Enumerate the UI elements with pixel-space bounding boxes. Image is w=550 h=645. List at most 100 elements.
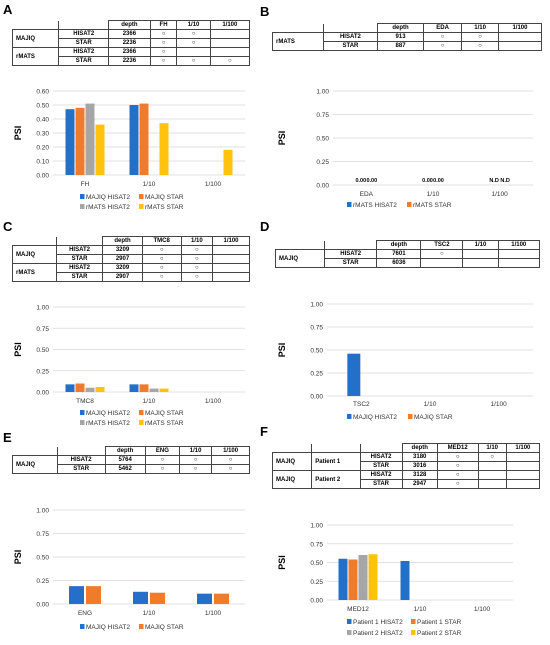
table-corner — [12, 236, 57, 246]
legend-entry: MAJIQ HISAT2 — [86, 194, 130, 201]
table-d: depth TSC2 1/10 1/100 MAJIQ HISAT2 7601 ○ STAR 60… — [275, 240, 541, 268]
table-depth-cell: 5764 — [104, 455, 146, 465]
x-tick-label: 1/10 — [424, 401, 437, 408]
table-depth-cell: 3209 — [102, 245, 143, 255]
table-mark-cell: ○ — [436, 470, 479, 480]
bar — [348, 559, 358, 600]
table-aligner-cell: STAR — [58, 56, 110, 66]
table-aligner-cell: HISAT2 — [322, 32, 379, 42]
bar — [149, 388, 159, 392]
x-tick-label: EDA — [360, 191, 374, 198]
legend-entry: MAJIQ HISAT2 — [86, 410, 130, 417]
table-aligner-cell: HISAT2 — [56, 455, 106, 465]
table-header-cell: 1/10 — [179, 446, 213, 456]
table-aligner-cell: STAR — [359, 461, 403, 471]
legend-entry: Patient 1 HISAT2 — [353, 619, 403, 626]
table-corner — [311, 443, 361, 453]
y-tick-label: 0.00 — [316, 183, 329, 190]
table-corner — [272, 23, 324, 33]
table-depth-cell: 3016 — [401, 461, 438, 471]
y-tick-label: 0.50 — [316, 136, 329, 143]
table-mark-cell — [212, 254, 250, 264]
table-mark-cell — [505, 470, 541, 480]
bar — [400, 561, 410, 600]
x-tick-label: 1/100 — [205, 610, 222, 617]
y-tick-label: 0.50 — [36, 103, 49, 110]
y-tick-label: 0.50 — [36, 347, 49, 354]
y-tick-label: 0.00 — [36, 173, 49, 180]
table-aligner-cell: STAR — [55, 254, 104, 264]
table-mark-cell: ○ — [149, 47, 178, 57]
table-header-cell: depth — [401, 443, 438, 453]
table-mark-cell — [505, 461, 541, 471]
y-tick-label: 0.50 — [310, 560, 323, 567]
table-header-cell: depth — [376, 240, 422, 250]
chart-d: 0.00 0.25 0.50 0.75 1.00 PSI TSC2 1/10 1/100 MAJI… — [277, 302, 533, 421]
table-aligner-cell: STAR — [56, 464, 106, 474]
y-tick-label: 0.00 — [36, 602, 49, 609]
table-row: MAJIQ Patient 2 HISAT2 3128 ○ — [271, 470, 541, 489]
table-patient-cell: Patient 2 — [311, 470, 361, 489]
table-c: depth TMC8 1/10 1/100 MAJIQ HISAT2 3209 ○ ○ STAR 2… — [12, 236, 250, 282]
table-mark-cell: ○ — [180, 263, 214, 273]
x-tick-label: 1/10 — [414, 606, 427, 613]
table-depth-cell: 887 — [377, 41, 424, 51]
x-tick-label: 1/10 — [143, 610, 156, 617]
table-group-cell: rMATS — [272, 32, 324, 51]
legend-entry: rMATS HISAT2 — [353, 202, 397, 209]
y-tick-label: 0.40 — [36, 117, 49, 124]
table-header-cell: 1/100 — [211, 446, 250, 456]
table-depth-cell: 7601 — [376, 249, 422, 259]
table-mark-cell: ○ — [179, 464, 213, 474]
y-axis-label: PSI — [277, 343, 287, 358]
legend-swatch — [139, 204, 144, 209]
table-mark-cell: ○ — [461, 32, 499, 42]
bar — [139, 103, 149, 175]
bar — [214, 593, 229, 604]
table-row: MAJIQ HISAT2 2366 ○ ○ — [11, 29, 251, 48]
table-header-cell: 1/100 — [209, 20, 251, 30]
table-row: STAR 5462 ○ ○ ○ — [13, 464, 250, 474]
x-tick-label: 1/100 — [492, 191, 509, 198]
table-mark-cell: ○ — [180, 254, 214, 264]
legend-swatch — [347, 414, 352, 419]
chart-f: 0.00 0.25 0.50 0.75 1.00 PSI MED12 1/10 1/100 Pat… — [277, 523, 513, 637]
y-tick-label: 0.00 — [36, 390, 49, 397]
table-mark-cell: ○ — [141, 263, 182, 273]
data-label: 0.00 — [355, 178, 366, 184]
table-row: rMATS HISAT2 3209 ○ ○ — [12, 263, 250, 282]
x-tick-label: 1/100 — [491, 401, 508, 408]
table-mark-cell — [477, 479, 507, 489]
x-tick-label: 1/10 — [427, 191, 440, 198]
x-tick-label: TSC2 — [353, 401, 370, 408]
table-aligner-cell: STAR — [55, 272, 104, 282]
table-aligner-cell: HISAT2 — [55, 245, 104, 255]
legend-entry: rMATS STAR — [413, 202, 452, 209]
table-mark-cell: ○ — [436, 452, 479, 462]
table-group-cell: MAJIQ — [11, 29, 60, 48]
table-mark-cell — [505, 452, 541, 462]
table-group-cell: MAJIQ — [271, 470, 313, 489]
table-row: STAR 2236 ○ ○ — [13, 38, 251, 48]
table-header-cell: TMC8 — [141, 236, 182, 246]
x-tick-label: MED12 — [347, 606, 369, 613]
table-aligner-cell: HISAT2 — [55, 263, 104, 273]
bar — [86, 586, 101, 604]
chart-e: 0.00 0.25 0.50 0.75 1.00 PSI ENG 1/10 1/100 MAJIQ… — [13, 508, 245, 631]
table-mark-cell: ○ — [436, 479, 479, 489]
table-aligner-cell: STAR — [58, 38, 110, 48]
table-header-cell: 1/100 — [497, 240, 541, 250]
table-corner — [360, 443, 403, 453]
x-tick-label: ENG — [78, 610, 92, 617]
x-tick-label: 1/10 — [143, 181, 156, 188]
table-corner — [12, 20, 60, 30]
table-mark-cell: ○ — [180, 245, 214, 255]
y-tick-label: 1.00 — [36, 508, 49, 515]
bar — [85, 387, 95, 392]
table-mark-cell — [209, 38, 251, 48]
table-header-cell: depth — [104, 446, 146, 456]
chart-c: 0.00 0.25 0.50 0.75 1.00 PSI TMC8 1/10 1/100 MAJI… — [13, 305, 245, 427]
legend-swatch — [80, 420, 85, 425]
table-aligner-cell: HISAT2 — [359, 452, 403, 462]
